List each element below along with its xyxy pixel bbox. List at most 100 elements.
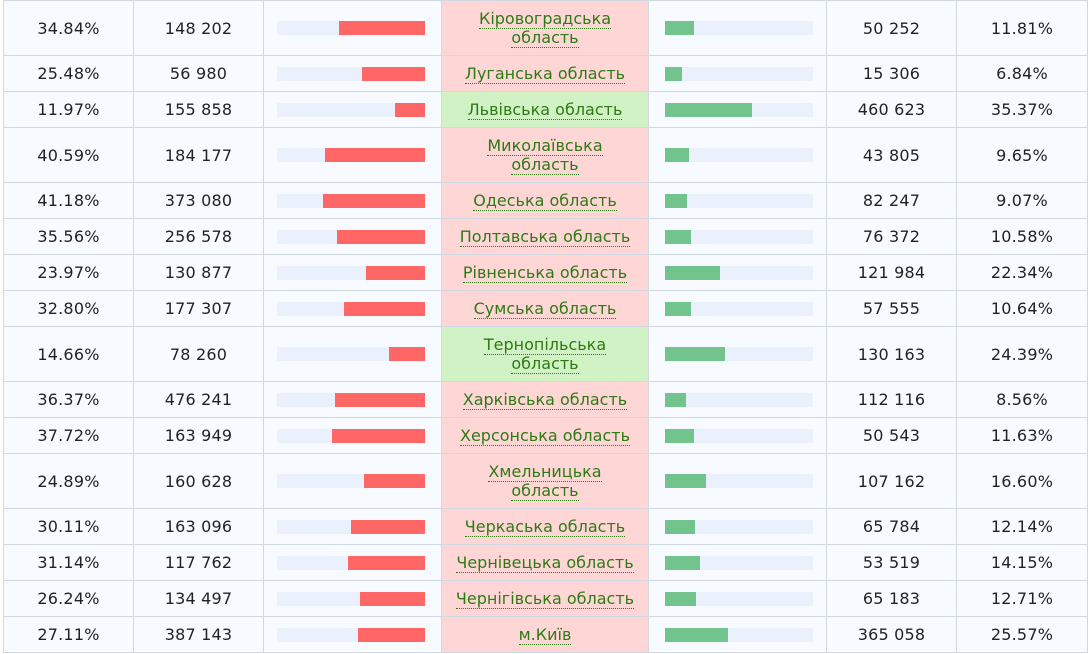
region-cell: Кіровоградська область <box>441 0 649 56</box>
right-votes-cell: 107 162 <box>826 453 957 509</box>
left-percent: 30.11% <box>37 517 100 536</box>
right-percent-cell: 35.37% <box>956 91 1088 128</box>
table-row: 25.48% 56 980 Луганська область 15 306 6… <box>3 55 1088 92</box>
region-link-line2[interactable]: область <box>511 28 579 48</box>
region-link-line2[interactable]: область <box>511 481 579 501</box>
left-bar-fill <box>395 102 425 117</box>
right-votes-cell: 15 306 <box>826 55 957 92</box>
left-votes-cell: 387 143 <box>133 616 264 653</box>
region-link[interactable]: Чернівецька область <box>456 553 634 573</box>
region-link[interactable]: м.Київ <box>518 625 572 645</box>
right-bar-fill <box>665 301 692 316</box>
region-link[interactable]: Луганська область <box>464 64 626 84</box>
region-cell: Львівська область <box>441 91 649 128</box>
right-bar-cell <box>648 127 827 183</box>
region-link[interactable]: Харківська область <box>462 390 628 410</box>
right-bar-fill <box>665 428 694 443</box>
left-bar-cell <box>263 127 442 183</box>
right-percent: 22.34% <box>990 263 1054 282</box>
region-link-line2[interactable]: область <box>511 354 579 374</box>
right-bar-track <box>665 193 813 208</box>
region-link[interactable]: Чернігівська область <box>455 589 635 609</box>
right-percent: 9.07% <box>996 191 1048 210</box>
region-link[interactable]: Львівська область <box>467 100 623 120</box>
region-link[interactable]: Рівненська область <box>462 263 628 283</box>
region-link[interactable]: Сумська область <box>473 299 617 319</box>
left-bar-fill <box>388 347 425 361</box>
region-link[interactable]: Тернопільська <box>483 335 607 355</box>
table-row: 37.72% 163 949 Херсонська область 50 543… <box>3 417 1088 454</box>
right-votes-cell: 57 555 <box>826 290 957 327</box>
left-percent-cell: 25.48% <box>3 55 134 92</box>
right-bar-cell <box>648 417 827 454</box>
left-votes-cell: 56 980 <box>133 55 264 92</box>
right-votes-cell: 365 058 <box>826 616 957 653</box>
region-link[interactable]: Херсонська область <box>459 426 631 446</box>
left-votes: 163 096 <box>164 517 233 536</box>
right-percent: 10.58% <box>990 227 1054 246</box>
left-percent: 41.18% <box>37 191 100 210</box>
left-percent: 27.11% <box>37 625 100 644</box>
left-percent: 14.66% <box>37 344 100 364</box>
left-bar-fill <box>324 148 425 162</box>
left-votes: 56 980 <box>169 64 228 83</box>
region-link[interactable]: Хмельницька <box>488 462 602 482</box>
right-percent: 12.71% <box>990 589 1054 608</box>
left-votes-cell: 184 177 <box>133 127 264 183</box>
left-bar-cell <box>263 0 442 56</box>
left-votes: 148 202 <box>164 18 233 38</box>
right-votes: 76 372 <box>862 227 921 246</box>
right-bar-track <box>665 555 813 570</box>
left-bar-cell <box>263 453 442 509</box>
left-bar-fill <box>362 66 425 81</box>
right-percent: 24.39% <box>990 344 1054 364</box>
region-cell: Сумська область <box>441 290 649 327</box>
left-bar-cell <box>263 218 442 255</box>
right-bar-fill <box>665 21 695 35</box>
left-bar-track <box>277 301 425 316</box>
right-percent: 12.14% <box>990 517 1054 536</box>
right-votes-cell: 53 519 <box>826 544 957 581</box>
region-cell: Херсонська область <box>441 417 649 454</box>
left-votes-cell: 177 307 <box>133 290 264 327</box>
left-bar-cell <box>263 616 442 653</box>
right-bar-cell <box>648 508 827 545</box>
right-bar-fill <box>665 229 692 244</box>
results-table: 34.84% 148 202 Кіровоградська область 50 … <box>3 0 1088 653</box>
region-link[interactable]: Черкаська область <box>464 517 626 537</box>
right-bar-fill <box>665 627 729 642</box>
right-bar-cell <box>648 182 827 219</box>
left-bar-cell <box>263 508 442 545</box>
left-bar-cell <box>263 254 442 291</box>
right-percent-cell: 16.60% <box>956 453 1088 509</box>
left-percent: 37.72% <box>37 426 100 445</box>
table-row: 11.97% 155 858 Львівська область 460 623… <box>3 91 1088 128</box>
left-votes-cell: 78 260 <box>133 326 264 382</box>
region-link[interactable]: Кіровоградська <box>478 9 612 29</box>
right-percent-cell: 11.63% <box>956 417 1088 454</box>
region-link[interactable]: Полтавська область <box>459 227 631 247</box>
right-votes: 57 555 <box>862 299 921 318</box>
right-bar-track <box>665 474 813 488</box>
region-cell: Чернігівська область <box>441 580 649 617</box>
left-bar-fill <box>323 193 425 208</box>
left-votes-cell: 155 858 <box>133 91 264 128</box>
right-bar-fill <box>665 474 706 488</box>
region-link[interactable]: Миколаївська <box>487 136 603 156</box>
right-bar-track <box>665 229 813 244</box>
right-bar-fill <box>665 591 697 606</box>
left-percent: 26.24% <box>37 589 100 608</box>
right-votes: 460 623 <box>857 100 926 119</box>
left-bar-cell <box>263 544 442 581</box>
left-bar-fill <box>337 229 425 244</box>
right-percent: 9.65% <box>996 145 1048 165</box>
right-bar-track <box>665 301 813 316</box>
right-votes-cell: 130 163 <box>826 326 957 382</box>
table-row: 24.89% 160 628 Хмельницька область 107 16… <box>3 453 1088 509</box>
right-votes: 121 984 <box>857 263 926 282</box>
region-link[interactable]: Одеська область <box>473 191 617 211</box>
region-link-line2[interactable]: область <box>511 155 579 175</box>
right-percent-cell: 24.39% <box>956 326 1088 382</box>
table-row: 40.59% 184 177 Миколаївська область 43 80… <box>3 127 1088 183</box>
table-row: 26.24% 134 497 Чернігівська область 65 1… <box>3 580 1088 617</box>
